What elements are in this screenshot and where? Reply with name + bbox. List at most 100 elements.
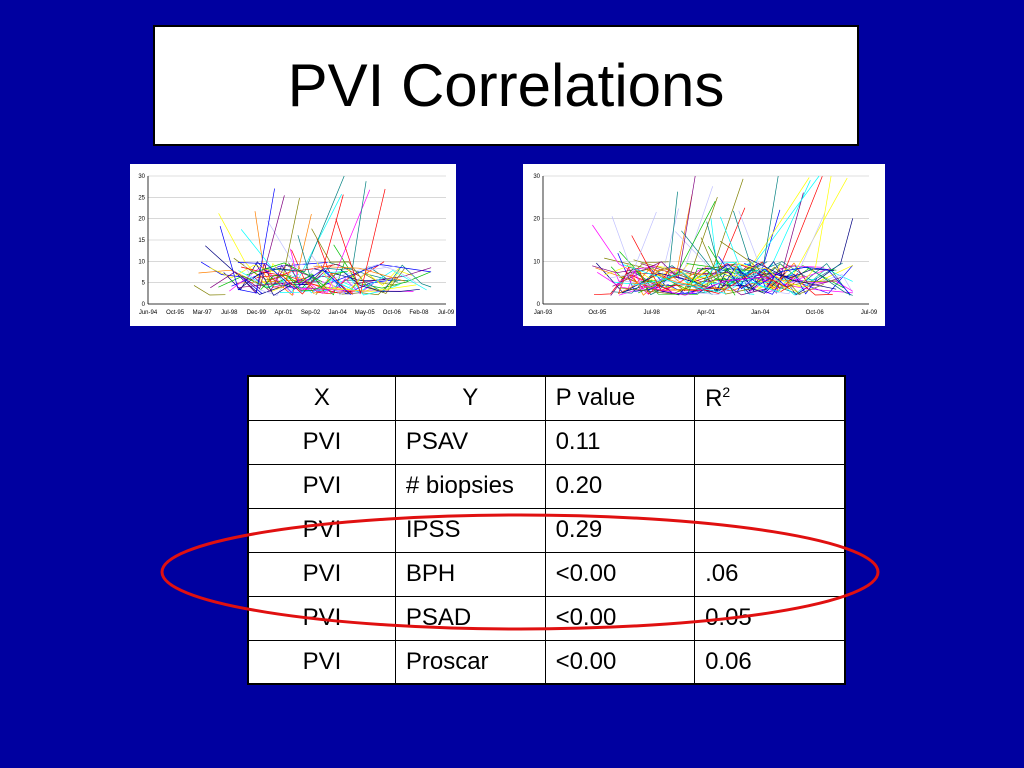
chart-right-series-line xyxy=(646,269,706,288)
chart-left-series-line xyxy=(325,270,427,293)
cell-y: Proscar xyxy=(394,639,546,685)
header-r: R xyxy=(705,384,723,412)
chart-left-series-line xyxy=(296,272,340,294)
chart-left-x-tick-label: Dec-99 xyxy=(247,310,267,316)
chart-right-series-line xyxy=(682,271,791,294)
cell-x: PVI xyxy=(247,551,396,597)
chart-right-series-line xyxy=(618,269,696,295)
chart-left-x-tick-label: Jul-98 xyxy=(221,310,238,316)
cell-p-value: 0.29 xyxy=(544,507,696,553)
title-box: PVI Correlations xyxy=(153,25,859,146)
chart-left-y-tick-label: 5 xyxy=(142,281,146,287)
chart-right-series-line xyxy=(720,240,839,289)
cell-x: PVI xyxy=(247,463,396,509)
chart-left-series-line xyxy=(210,195,285,290)
chart-right-series-line xyxy=(619,271,726,295)
table-header-row: X Y P value R2 xyxy=(247,375,846,421)
chart-left-series-line xyxy=(193,285,226,296)
chart-right-series-line xyxy=(617,253,702,294)
chart-right-series-line xyxy=(700,237,824,295)
chart-right-series-line xyxy=(607,211,657,279)
chart-right-series-line xyxy=(736,267,851,295)
chart-right: 30 20 10 0 Jan-93 Oct-95 Jul-98 Apr-01 Jan-04 Oct… xyxy=(523,164,885,326)
cell-r-squared xyxy=(694,419,846,465)
cell-p-value: 0.20 xyxy=(544,463,696,509)
chart-right-series-line xyxy=(617,186,714,286)
table-row: PVI BPH <0.00 .06 xyxy=(247,551,846,597)
chart-right-series-line xyxy=(730,268,853,296)
chart-left-series-line xyxy=(316,262,400,290)
cell-y: IPSS xyxy=(394,507,546,553)
chart-right-y-tick-label: 30 xyxy=(533,174,540,180)
chart-right-series-line xyxy=(633,178,744,288)
cell-r-squared xyxy=(694,507,846,553)
chart-left-x-tick-label: Feb-08 xyxy=(409,310,429,316)
chart-left-series-line xyxy=(310,254,398,296)
header-r-squared: R2 xyxy=(694,375,846,421)
cell-r-squared: 0.06 xyxy=(694,639,846,685)
header-r-superscript: 2 xyxy=(722,383,731,400)
chart-right-series-line xyxy=(622,264,726,294)
chart-left-series-line xyxy=(255,263,309,296)
chart-right-y-tick-label: 0 xyxy=(537,302,541,308)
chart-left: 30 25 20 15 10 5 0 Jun-94 Oct-95 Mar-97 Jul-98 Dec-… xyxy=(130,164,456,326)
chart-right-x-tick-label: Oct-06 xyxy=(806,310,825,316)
chart-right-series-line xyxy=(740,176,823,280)
chart-left-series-line xyxy=(219,188,275,294)
cell-r-squared: 0.05 xyxy=(694,595,846,641)
chart-left-series-line xyxy=(237,262,352,295)
chart-left-series-line xyxy=(300,262,345,296)
chart-left-svg: 30 25 20 15 10 5 0 Jun-94 Oct-95 Mar-97 Jul-98 Dec-… xyxy=(138,174,455,316)
chart-left-series-line xyxy=(237,281,320,289)
cell-x: PVI xyxy=(247,507,396,553)
cell-r-squared: .06 xyxy=(694,551,846,597)
chart-left-y-tick-label: 0 xyxy=(142,302,146,308)
chart-right-series-line xyxy=(697,282,740,295)
chart-right-series-line xyxy=(747,268,835,278)
chart-right-series-line xyxy=(751,218,854,296)
chart-right-series-line xyxy=(744,209,781,271)
chart-right-y-tick-label: 10 xyxy=(533,259,540,265)
chart-left-series-line xyxy=(297,181,367,283)
table-row: PVI IPSS 0.29 xyxy=(247,507,846,553)
chart-right-series-line xyxy=(687,267,736,296)
chart-right-series-line xyxy=(592,265,641,274)
chart-left-x-tick-label: Jun-94 xyxy=(139,310,158,316)
chart-right-series-line xyxy=(706,175,779,285)
chart-left-x-tick-label: May-05 xyxy=(355,310,376,316)
cell-x: PVI xyxy=(247,595,396,641)
chart-right-series-line xyxy=(596,262,675,293)
chart-right-series-line xyxy=(680,262,770,291)
chart-left-series-line xyxy=(287,270,348,292)
chart-right-series-line xyxy=(643,276,769,296)
chart-right-x-tick-label: Jul-98 xyxy=(643,310,660,316)
chart-left-y-tick-label: 30 xyxy=(138,174,145,180)
chart-right-series-line xyxy=(754,273,853,292)
cell-y: PSAD xyxy=(394,595,546,641)
correlation-table: X Y P value R2 PVI PSAV 0.11 PVI # biops… xyxy=(247,375,846,685)
chart-left-x-tick-label: Oct-95 xyxy=(166,310,185,316)
cell-y: PSAV xyxy=(394,419,546,465)
chart-left-series-line xyxy=(323,264,432,286)
chart-left-series-line xyxy=(335,188,386,295)
chart-left-series-line xyxy=(231,262,328,287)
chart-left-x-tick-label: Sep-02 xyxy=(301,310,321,316)
chart-right-y-tick-label: 20 xyxy=(533,217,540,223)
chart-right-series-line xyxy=(593,261,661,296)
chart-right-series-line xyxy=(611,208,679,291)
header-y: Y xyxy=(394,375,546,421)
chart-right-series-line xyxy=(763,269,806,292)
chart-right-x-tick-label: Jan-93 xyxy=(534,310,553,316)
slide-title: PVI Correlations xyxy=(287,52,725,119)
chart-right-x-tick-label: Jan-04 xyxy=(751,310,770,316)
chart-left-series-line xyxy=(254,264,333,292)
chart-left-x-tick-label: Mar-97 xyxy=(193,310,213,316)
chart-left-series-line xyxy=(260,273,325,293)
chart-right-series-line xyxy=(718,256,788,290)
chart-left-series-line xyxy=(333,244,431,289)
cell-p-value: <0.00 xyxy=(544,595,696,641)
chart-left-series-line xyxy=(246,262,291,294)
chart-right-series-line xyxy=(766,267,832,294)
chart-left-series-line xyxy=(326,284,417,292)
chart-right-series-line xyxy=(761,274,818,295)
